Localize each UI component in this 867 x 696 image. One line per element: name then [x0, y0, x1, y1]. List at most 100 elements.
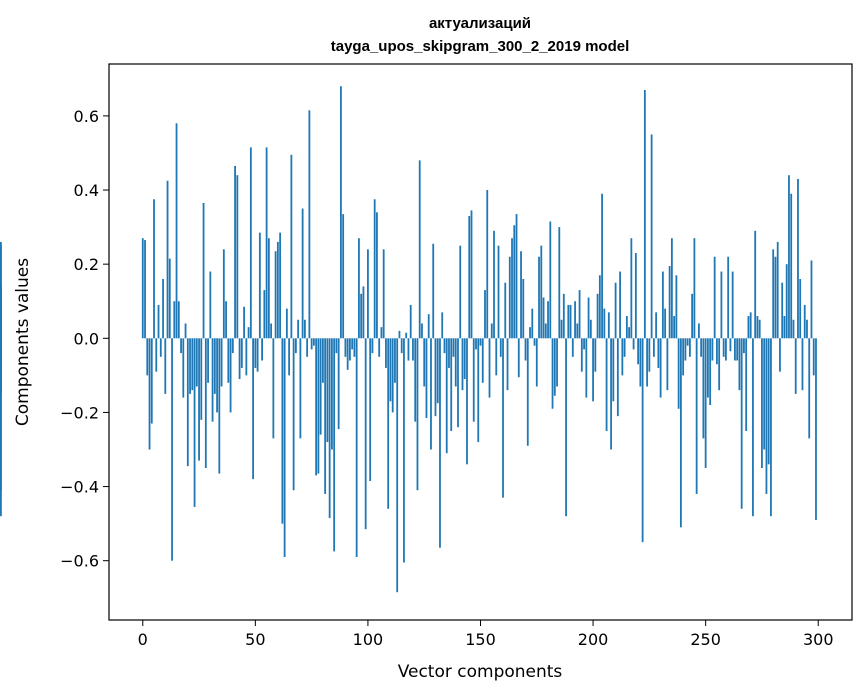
bar-276 — [763, 338, 766, 450]
bar-264 — [736, 338, 739, 361]
bar-243 — [688, 338, 691, 357]
bar-267 — [743, 338, 745, 354]
bar-129 — [432, 243, 435, 339]
bar-117 — [405, 332, 408, 339]
bar-9 — [162, 278, 164, 339]
bar-197 — [585, 338, 588, 398]
bar-218 — [632, 338, 635, 350]
bar-249 — [702, 338, 705, 439]
bar-40 — [231, 338, 234, 354]
bar-95 — [355, 338, 358, 557]
bar-27 — [202, 203, 205, 339]
bar-109 — [387, 338, 390, 509]
bar-228 — [655, 312, 658, 339]
bar-32 — [213, 338, 216, 394]
bar-284 — [781, 282, 784, 339]
bar-286 — [785, 264, 788, 339]
bar-60 — [276, 241, 279, 339]
x-tick-label: 300 — [803, 630, 834, 649]
bar-172 — [529, 327, 531, 339]
bar-255 — [716, 338, 718, 365]
bar-288 — [790, 193, 793, 339]
bar-28 — [204, 338, 207, 469]
bar-227 — [652, 338, 655, 357]
bar-149 — [477, 338, 480, 443]
bar-58 — [272, 338, 275, 439]
bar-253 — [711, 338, 714, 361]
bar-252 — [709, 338, 712, 406]
bar-124 — [421, 323, 423, 339]
bar-292 — [799, 278, 802, 339]
bar-70 — [299, 338, 302, 439]
bar-67 — [292, 338, 295, 491]
bar-41 — [234, 165, 236, 339]
bar-145 — [468, 215, 471, 339]
bar-undefined — [0, 286, 2, 339]
bar-126 — [425, 338, 428, 418]
bar-188 — [565, 338, 567, 517]
bar-251 — [707, 338, 709, 398]
bar-29 — [207, 338, 209, 383]
bar-211 — [616, 338, 619, 417]
bar-236 — [673, 316, 676, 339]
bar-112 — [394, 338, 396, 383]
bar-295 — [806, 319, 808, 339]
bar-156 — [493, 230, 495, 339]
bar-14 — [173, 301, 176, 339]
bar-176 — [538, 256, 540, 339]
bar-16 — [177, 301, 180, 339]
bar-72 — [303, 319, 306, 339]
bar-250 — [704, 338, 707, 469]
bar-275 — [761, 338, 763, 469]
bar-34 — [218, 338, 221, 474]
bar-256 — [718, 338, 721, 391]
bar-239 — [679, 338, 682, 528]
bar-195 — [580, 338, 583, 372]
bar-207 — [607, 312, 610, 339]
bar-89 — [342, 214, 345, 339]
bar-202 — [596, 293, 599, 339]
y-tick-label: 0.4 — [74, 181, 99, 200]
x-tick-label: 200 — [578, 630, 609, 649]
bar-19 — [184, 323, 187, 339]
bar-54 — [263, 290, 266, 339]
bar-74 — [308, 110, 311, 339]
bar-49 — [252, 338, 254, 480]
bar-105 — [378, 338, 381, 357]
bar-225 — [648, 338, 651, 372]
bar-146 — [470, 210, 473, 339]
bar-104 — [376, 212, 378, 339]
bar-159 — [499, 338, 502, 357]
bar-180 — [547, 301, 549, 339]
bar-186 — [560, 319, 563, 339]
bar-5 — [153, 199, 155, 339]
bar-290 — [794, 338, 797, 394]
bar-164 — [511, 238, 513, 339]
bar-98 — [362, 286, 365, 339]
bar-210 — [614, 282, 617, 339]
bar-99 — [364, 338, 367, 530]
chart-title-line-1: актуализаций — [429, 15, 531, 32]
bar-254 — [713, 256, 716, 339]
bar-84 — [331, 338, 333, 450]
bar-191 — [571, 338, 574, 357]
bar-233 — [666, 338, 669, 391]
bar-190 — [569, 304, 572, 339]
bar-259 — [725, 338, 727, 361]
bar-55 — [265, 147, 268, 339]
bar-234 — [668, 266, 671, 339]
bar-213 — [621, 338, 624, 376]
bar-272 — [754, 230, 757, 339]
bar-132 — [439, 338, 441, 548]
y-axis-ticks: −0.6 −0.4 −0.2 0.0 0.2 0.4 0.6 — [60, 107, 109, 571]
bar-223 — [643, 89, 646, 339]
bar-291 — [797, 178, 799, 339]
bar-245 — [693, 238, 696, 339]
bar-221 — [639, 338, 642, 387]
bar-121 — [414, 338, 417, 422]
bar-0 — [141, 238, 144, 339]
bar-287 — [788, 175, 790, 339]
bar-106 — [380, 327, 383, 339]
bar-219 — [634, 253, 637, 339]
bar-283 — [779, 338, 781, 372]
